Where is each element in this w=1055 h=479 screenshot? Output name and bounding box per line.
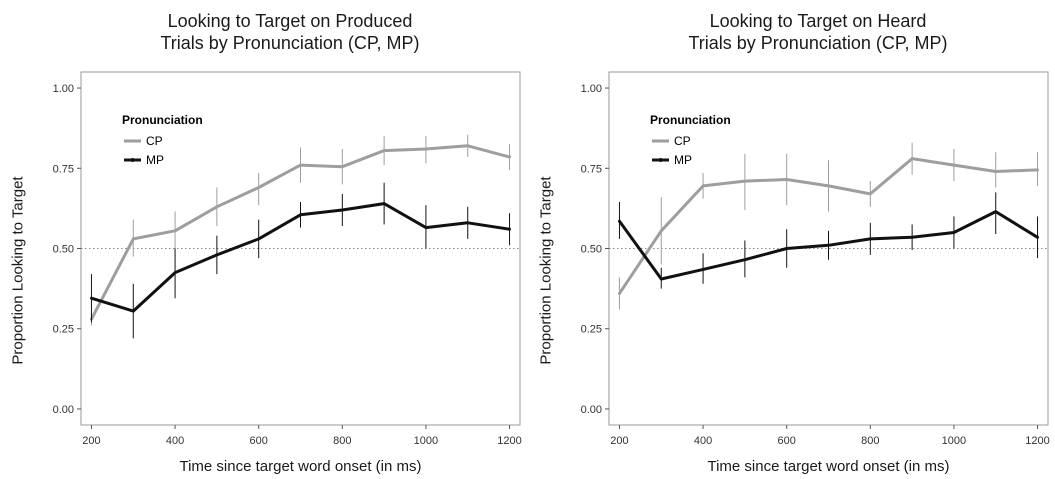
y-tick-label: 1.00 [53, 83, 74, 95]
plot-area: 0.00 0.25 0.50 0.75 1.00 200 400 600 800 1000 1200… [581, 71, 1050, 447]
y-tick-label: 0.25 [53, 324, 74, 336]
x-tick-label: 800 [861, 435, 879, 447]
series-line-cp [618, 157, 1039, 295]
chart-title-line: Trials by Pronunciation (CP, MP) [160, 33, 420, 53]
x-tick-label: 1200 [497, 435, 521, 447]
series-line-mp [618, 210, 1039, 281]
legend-label: MP [674, 153, 692, 167]
x-tick-label: 1000 [942, 435, 966, 447]
y-tick-label: 1.00 [581, 83, 602, 95]
plot-area: 0.00 0.25 0.50 0.75 1.00 200 400 600 800 1000 1200… [53, 71, 522, 447]
x-tick-label: 800 [333, 435, 351, 447]
chart-title-line: Trials by Pronunciation (CP, MP) [688, 33, 948, 53]
legend-label: MP [146, 153, 164, 167]
legend-title: Pronunciation [122, 113, 203, 127]
legend-label: CP [674, 134, 691, 148]
x-axis-label: Time since target word onset (in ms) [707, 458, 950, 475]
chart-title: Looking to Target on Heard Trials by Pro… [588, 10, 1048, 54]
y-tick-label: 0.75 [581, 163, 602, 175]
y-tick-label: 0.00 [53, 404, 74, 416]
y-tick-label: 0.50 [581, 244, 602, 256]
x-tick-label: 600 [250, 435, 268, 447]
series-line-mp [90, 202, 511, 313]
y-tick-label: 0.25 [581, 324, 602, 336]
x-tick-label: 200 [610, 435, 628, 447]
x-tick-label: 200 [82, 435, 100, 447]
x-tick-label: 1000 [414, 435, 438, 447]
chart-title: Looking to Target on Produced Trials by … [60, 10, 520, 54]
x-tick-label: 400 [166, 435, 184, 447]
chart-title-line: Looking to Target on Heard [709, 11, 927, 31]
x-axis-label: Time since target word onset (in ms) [179, 458, 422, 475]
series-line-cp [90, 144, 511, 321]
legend-title: Pronunciation [650, 113, 731, 127]
x-tick-label: 1200 [1025, 435, 1049, 447]
y-tick-label: 0.75 [53, 163, 74, 175]
y-tick-label: 0.50 [53, 244, 74, 256]
legend-key-point [658, 158, 663, 162]
y-tick-label: 0.00 [581, 404, 602, 416]
chart-title-line: Looking to Target on Produced [167, 11, 413, 31]
chart-panel-produced: Looking to Target on Produced Trials by … [0, 0, 527, 479]
x-tick-label: 400 [694, 435, 712, 447]
chart-panel-heard: Looking to Target on Heard Trials by Pro… [528, 0, 1055, 479]
x-tick-label: 600 [778, 435, 796, 447]
legend-label: CP [146, 134, 163, 148]
legend-key-point [130, 158, 135, 162]
